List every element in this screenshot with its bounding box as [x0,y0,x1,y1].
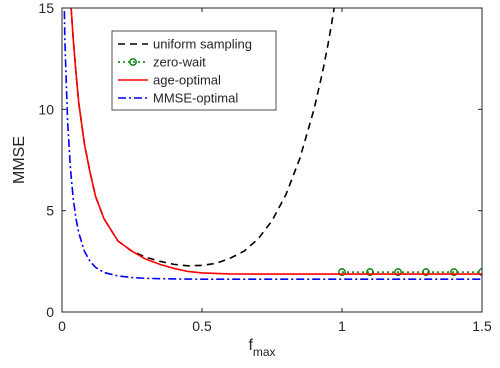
zero-wait-marker [366,268,374,276]
x-tick-label: 1 [338,318,346,334]
plot-frame [61,7,483,313]
x-axis-label-main: f [248,337,253,354]
legend-label-zero-wait: zero-wait [153,55,206,70]
y-tick-label: 15 [38,0,54,16]
ticks-layer: 0 0.5 1 1.5 0 5 10 15 [38,0,492,334]
series-layer [63,8,482,280]
y-tick-label: 10 [38,101,54,117]
y-tick-label: 0 [46,304,54,320]
x-axis-label: fmax [248,337,275,359]
x-axis-label-sub: max [253,345,276,359]
y-axis-label: MMSE [11,136,28,184]
x-tick-label: 0.5 [192,318,212,334]
zero-wait-marker [422,268,430,276]
legend-label-uniform-sampling: uniform sampling [153,37,252,52]
zero-wait-marker [394,268,402,276]
legend-box [111,30,277,111]
legend-marker-zero-wait [129,58,137,66]
legend-label-age-optimal: age-optimal [153,73,221,88]
age-optimal-line [70,8,482,275]
zero-wait-marker [450,268,458,276]
x-tick-label: 1.5 [472,318,492,334]
y-tick-label: 5 [46,203,54,219]
zero-wait-marker [338,268,346,276]
mmse-optimal-line [63,8,482,280]
legend: uniform sampling zero-wait age-optimal MMSE… [111,30,277,111]
legend-label-mmse-optimal: MMSE-optimal [153,91,238,106]
x-tick-label: 0 [58,318,66,334]
